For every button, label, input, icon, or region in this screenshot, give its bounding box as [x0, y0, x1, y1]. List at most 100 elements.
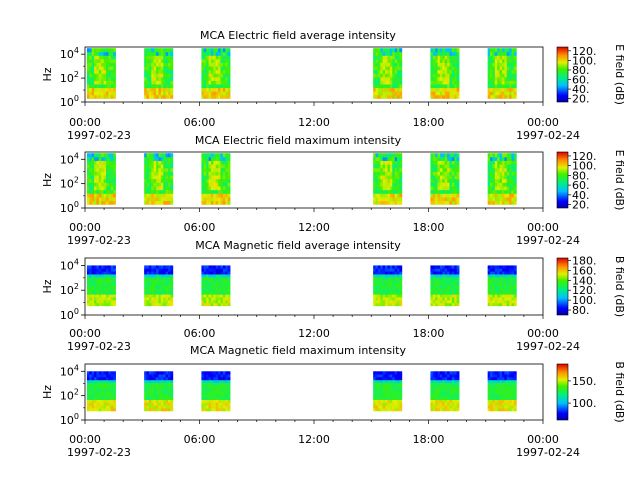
colorbar-tick-label: 100.	[572, 160, 597, 173]
data-cell	[206, 371, 209, 375]
data-cell	[437, 396, 441, 400]
data-cell	[399, 285, 403, 289]
data-cell	[444, 167, 448, 172]
data-cell	[201, 48, 205, 53]
data-cell	[160, 294, 164, 298]
data-cell	[442, 391, 446, 395]
data-cell	[148, 164, 152, 169]
data-cell	[213, 178, 217, 183]
data-cell	[454, 294, 458, 298]
data-cell	[105, 91, 109, 96]
colorbar-tick-label: 100.	[572, 294, 597, 307]
data-cell	[148, 385, 152, 389]
data-cell	[89, 91, 93, 96]
data-cell	[511, 175, 515, 180]
data-cell	[94, 66, 97, 71]
data-cell	[206, 405, 209, 409]
data-cell	[442, 156, 446, 161]
data-cell	[490, 399, 493, 403]
data-cell	[385, 80, 388, 85]
data-cell	[377, 291, 381, 295]
data-cell	[225, 94, 229, 99]
data-cell	[437, 69, 441, 74]
data-cell	[399, 76, 403, 81]
data-cell	[444, 182, 448, 187]
data-cell	[387, 156, 391, 161]
data-cell	[397, 376, 400, 381]
y-tick-label: 104	[60, 257, 79, 272]
data-cell	[492, 405, 496, 409]
data-cell	[382, 87, 386, 92]
data-cell	[91, 171, 95, 176]
data-cell	[203, 282, 207, 286]
data-cell	[110, 69, 114, 74]
data-cell	[432, 382, 436, 386]
data-cell	[227, 297, 231, 301]
data-cell	[103, 160, 107, 165]
data-cell	[113, 73, 116, 78]
data-cell	[144, 376, 147, 381]
data-cell	[444, 48, 448, 53]
data-cell	[225, 48, 229, 53]
data-cell	[110, 178, 114, 183]
data-cell	[497, 265, 500, 269]
data-cell	[506, 200, 510, 205]
data-cell	[399, 58, 403, 63]
data-cell	[225, 265, 229, 269]
colorbar-tick-label: 20.	[572, 199, 590, 212]
data-cell	[451, 153, 455, 158]
data-cell	[165, 391, 169, 395]
data-cell	[385, 182, 388, 187]
data-cell	[218, 385, 221, 389]
data-cell	[487, 91, 491, 96]
data-cell	[439, 91, 443, 96]
data-cell	[449, 302, 453, 307]
data-cell	[499, 271, 503, 275]
data-cell	[113, 76, 116, 81]
x-tick-label: 12:00	[298, 116, 330, 129]
data-cell	[399, 51, 403, 56]
data-cell	[432, 69, 436, 74]
data-cell	[385, 291, 388, 295]
data-cell	[210, 408, 214, 412]
data-block	[144, 48, 174, 99]
data-cell	[103, 379, 107, 384]
data-cell	[105, 299, 109, 304]
data-cell	[435, 51, 438, 56]
data-cell	[98, 371, 102, 375]
data-cell	[110, 294, 114, 298]
data-cell	[380, 87, 384, 92]
data-cell	[430, 76, 434, 81]
data-cell	[492, 58, 496, 63]
data-cell	[397, 76, 400, 81]
data-cell	[158, 84, 162, 89]
data-cell	[513, 294, 517, 298]
data-cell	[449, 62, 453, 67]
data-cell	[430, 391, 434, 395]
data-cell	[101, 66, 105, 71]
data-cell	[170, 160, 174, 165]
data-cell	[511, 297, 515, 301]
data-cell	[201, 288, 205, 292]
data-cell	[222, 274, 226, 278]
data-cell	[449, 265, 453, 269]
data-cell	[89, 265, 93, 269]
data-cell	[494, 200, 498, 205]
data-cell	[225, 376, 229, 381]
data-cell	[449, 69, 453, 74]
data-cell	[144, 66, 147, 71]
data-cell	[501, 186, 505, 191]
data-cell	[389, 84, 393, 89]
data-cell	[389, 379, 393, 384]
data-cell	[206, 399, 209, 403]
data-cell	[444, 178, 448, 183]
data-cell	[96, 371, 100, 375]
data-cell	[218, 268, 221, 272]
data-cell	[110, 193, 114, 198]
data-cell	[225, 385, 229, 389]
data-cell	[377, 189, 381, 194]
data-cell	[146, 294, 150, 298]
data-cell	[168, 302, 171, 307]
data-cell	[105, 291, 109, 295]
data-cell	[168, 279, 171, 284]
